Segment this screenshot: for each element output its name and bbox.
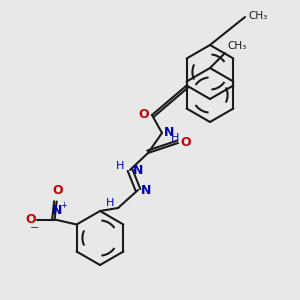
Text: +: + (60, 202, 67, 211)
Text: CH₃: CH₃ (227, 41, 246, 51)
Text: N: N (51, 205, 62, 218)
Text: H: H (171, 133, 179, 143)
Text: N: N (141, 184, 152, 197)
Text: O: O (25, 213, 36, 226)
Text: O: O (139, 107, 149, 121)
Text: −: − (30, 223, 39, 232)
Text: N: N (164, 127, 174, 140)
Text: H: H (116, 161, 124, 171)
Text: O: O (181, 136, 191, 149)
Text: CH₃: CH₃ (248, 11, 267, 21)
Text: O: O (52, 184, 63, 196)
Text: H: H (106, 198, 114, 208)
Text: N: N (133, 164, 143, 178)
